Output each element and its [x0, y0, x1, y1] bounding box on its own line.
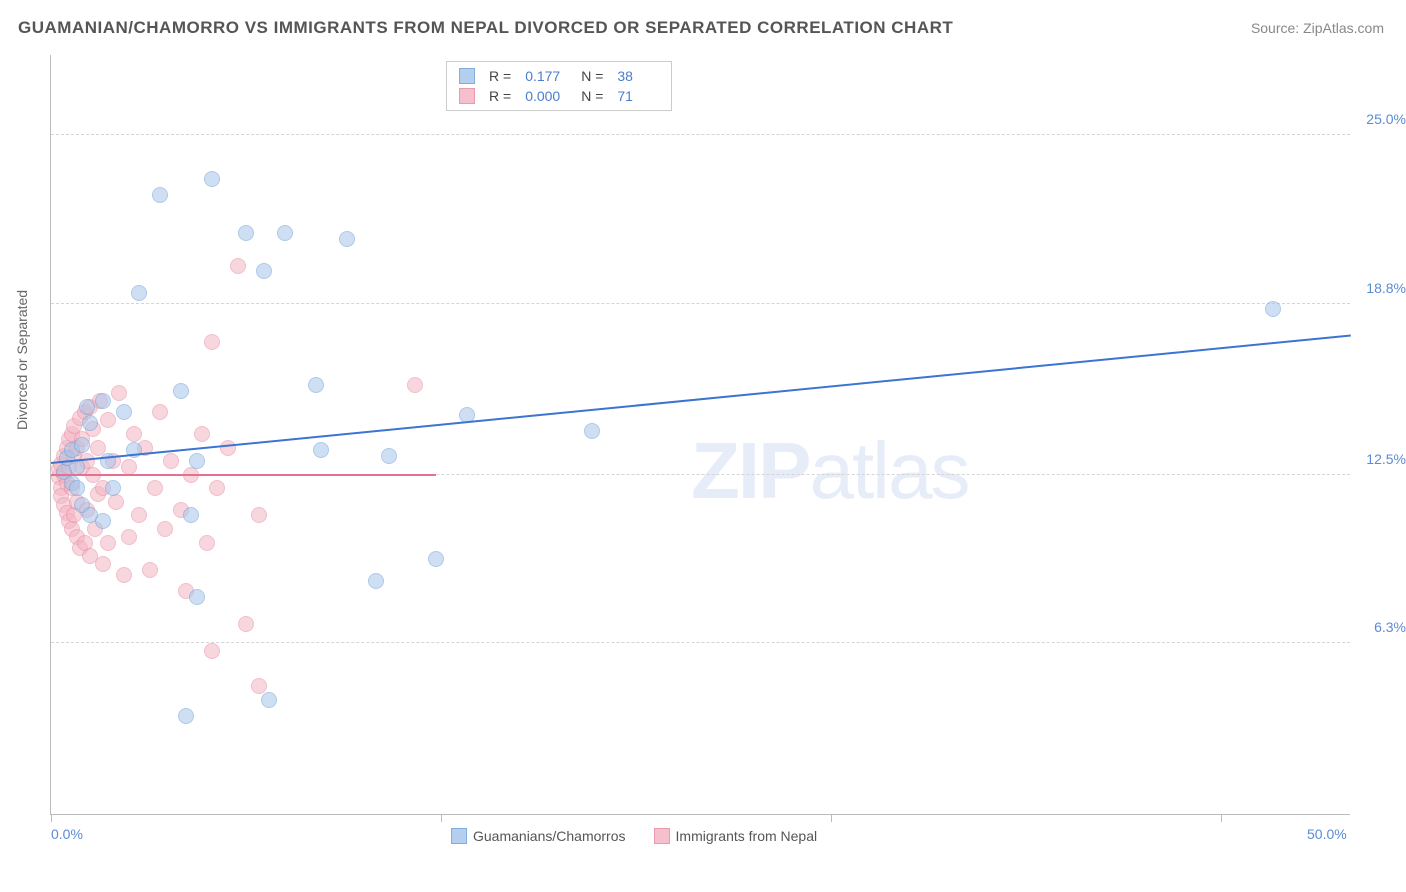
data-point-nepal	[100, 535, 116, 551]
data-point-guam	[173, 383, 189, 399]
plot-area: ZIPatlas R =0.177N =38R =0.000N =71 Guam…	[50, 55, 1350, 815]
x-tick-label: 0.0%	[51, 826, 83, 842]
data-point-guam	[95, 513, 111, 529]
data-point-guam	[74, 437, 90, 453]
gridline	[51, 303, 1350, 304]
swatch-guam	[459, 68, 475, 84]
data-point-guam	[313, 442, 329, 458]
data-point-guam	[152, 187, 168, 203]
legend-item-nepal: Immigrants from Nepal	[654, 828, 818, 844]
n-value: 38	[617, 68, 659, 84]
gridline	[51, 134, 1350, 135]
x-tick	[441, 814, 442, 822]
r-label: R =	[489, 68, 511, 84]
data-point-guam	[584, 423, 600, 439]
y-tick-label: 25.0%	[1366, 111, 1406, 127]
data-point-guam	[238, 225, 254, 241]
data-point-nepal	[204, 334, 220, 350]
data-point-nepal	[194, 426, 210, 442]
n-value: 71	[617, 88, 659, 104]
data-point-nepal	[121, 529, 137, 545]
r-label: R =	[489, 88, 511, 104]
data-point-guam	[116, 404, 132, 420]
data-point-guam	[131, 285, 147, 301]
trend-line-guam	[51, 334, 1351, 464]
swatch-nepal	[654, 828, 670, 844]
data-point-nepal	[407, 377, 423, 393]
legend-label: Guamanians/Chamorros	[473, 828, 626, 844]
data-point-nepal	[100, 412, 116, 428]
data-point-nepal	[111, 385, 127, 401]
data-point-guam	[339, 231, 355, 247]
data-point-guam	[105, 480, 121, 496]
data-point-nepal	[152, 404, 168, 420]
data-point-nepal	[209, 480, 225, 496]
y-tick-label: 18.8%	[1366, 280, 1406, 296]
y-tick-label: 6.3%	[1374, 619, 1406, 635]
data-point-guam	[277, 225, 293, 241]
data-point-guam	[69, 480, 85, 496]
data-point-nepal	[142, 562, 158, 578]
watermark-bold: ZIP	[691, 426, 809, 515]
data-point-nepal	[116, 567, 132, 583]
data-point-nepal	[147, 480, 163, 496]
data-point-guam	[381, 448, 397, 464]
chart-title: GUAMANIAN/CHAMORRO VS IMMIGRANTS FROM NE…	[18, 18, 953, 38]
r-value: 0.000	[525, 88, 567, 104]
legend-item-guam: Guamanians/Chamorros	[451, 828, 626, 844]
chart-container: GUAMANIAN/CHAMORRO VS IMMIGRANTS FROM NE…	[0, 0, 1406, 892]
data-point-guam	[1265, 301, 1281, 317]
data-point-nepal	[251, 507, 267, 523]
data-point-nepal	[220, 440, 236, 456]
data-point-nepal	[95, 556, 111, 572]
stats-legend: R = 0.177 N = 38 R = 0.000 N = 71	[446, 61, 672, 111]
data-point-nepal	[238, 616, 254, 632]
data-point-guam	[261, 692, 277, 708]
data-point-nepal	[121, 459, 137, 475]
data-point-guam	[368, 573, 384, 589]
stats-row-guam: R = 0.177 N = 38	[455, 66, 663, 86]
data-point-guam	[183, 507, 199, 523]
x-tick	[831, 814, 832, 822]
data-point-nepal	[131, 507, 147, 523]
y-tick-label: 12.5%	[1366, 451, 1406, 467]
series-legend: Guamanians/Chamorros Immigrants from Nepa…	[451, 828, 817, 844]
data-point-guam	[308, 377, 324, 393]
x-tick	[1221, 814, 1222, 822]
source-attribution: Source: ZipAtlas.com	[1251, 20, 1384, 36]
data-point-nepal	[108, 494, 124, 510]
data-point-guam	[256, 263, 272, 279]
swatch-guam	[451, 828, 467, 844]
watermark-rest: atlas	[809, 426, 968, 515]
data-point-nepal	[199, 535, 215, 551]
r-value: 0.177	[525, 68, 567, 84]
x-tick-label: 50.0%	[1307, 826, 1347, 842]
data-point-nepal	[163, 453, 179, 469]
watermark: ZIPatlas	[691, 425, 968, 517]
data-point-guam	[189, 453, 205, 469]
data-point-nepal	[230, 258, 246, 274]
data-point-nepal	[157, 521, 173, 537]
trend-line-nepal	[51, 474, 436, 476]
n-label: N =	[581, 88, 603, 104]
y-axis-label: Divorced or Separated	[14, 290, 30, 430]
data-point-guam	[204, 171, 220, 187]
stats-row-nepal: R = 0.000 N = 71	[455, 86, 663, 106]
data-point-nepal	[204, 643, 220, 659]
swatch-nepal	[459, 88, 475, 104]
legend-label: Immigrants from Nepal	[676, 828, 818, 844]
data-point-guam	[178, 708, 194, 724]
data-point-guam	[82, 415, 98, 431]
x-tick	[51, 814, 52, 822]
data-point-guam	[428, 551, 444, 567]
data-point-guam	[189, 589, 205, 605]
gridline	[51, 642, 1350, 643]
n-label: N =	[581, 68, 603, 84]
data-point-guam	[79, 399, 95, 415]
data-point-guam	[95, 393, 111, 409]
